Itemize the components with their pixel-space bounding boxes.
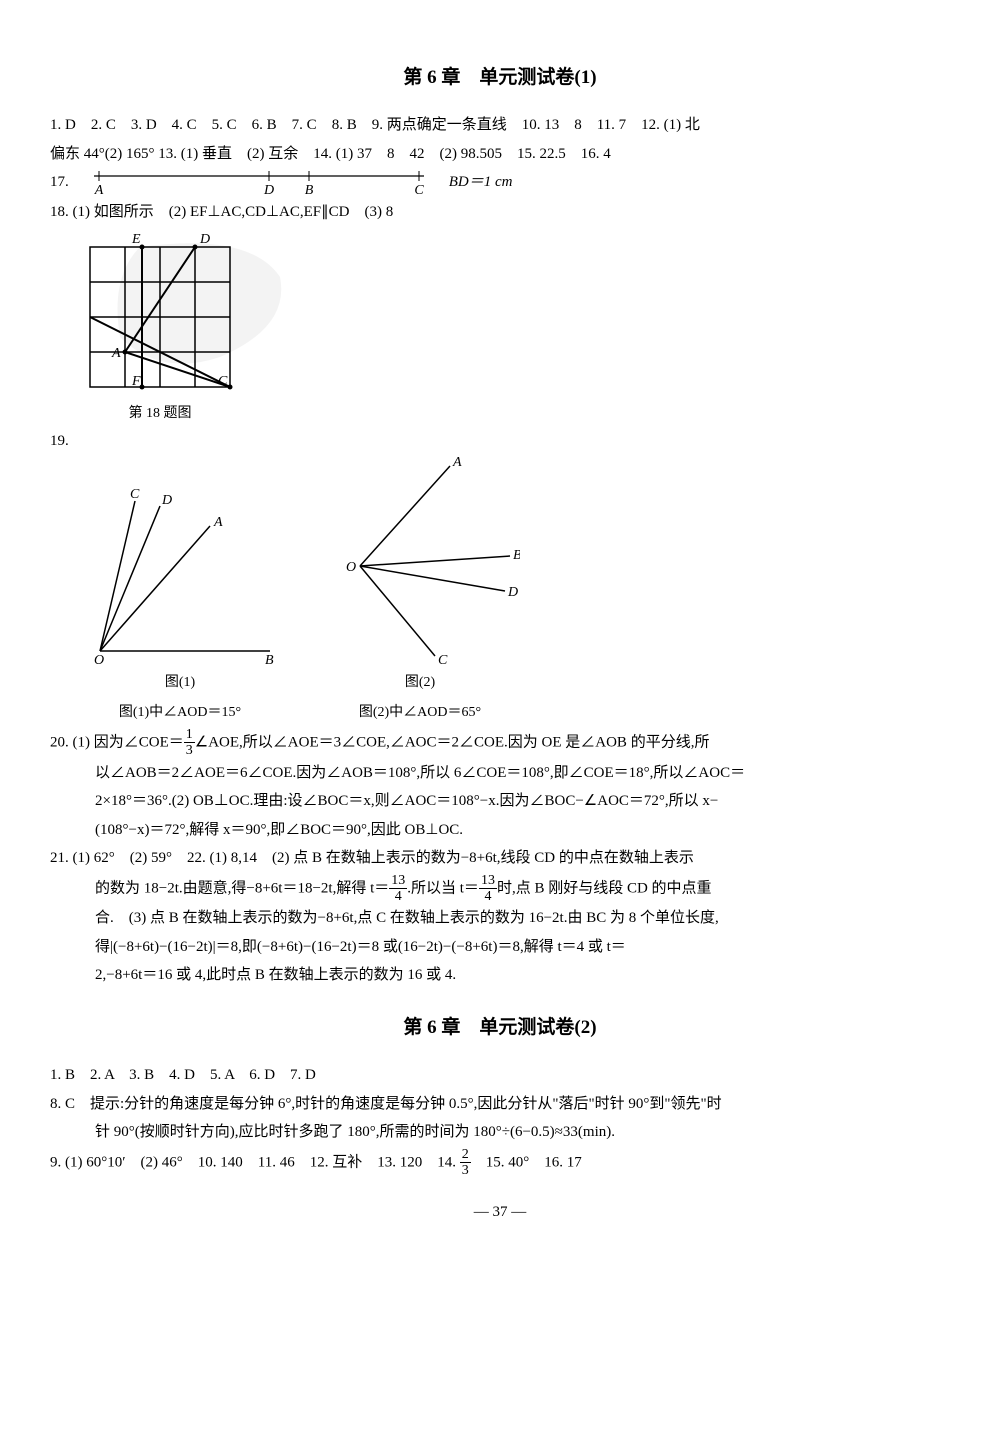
svg-text:C: C <box>130 487 140 502</box>
q18-figure: E D A F C 第 18 题图 <box>70 227 950 428</box>
svg-text:A: A <box>452 456 462 470</box>
q19-fig2-text: 图(2)中∠AOD＝65° <box>359 700 481 727</box>
q17: 17. A D B C BD＝1 cm <box>50 168 950 198</box>
q21-a: 21. (1) 62° (2) 59° 22. (1) 8,14 (2) 点 B… <box>50 844 950 873</box>
q19-figures: O B C D A 图(1) 图(1)中∠AOD＝15° O A B D C 图… <box>80 456 950 727</box>
s2-line1: 1. B 2. A 3. B 4. D 5. A 6. D 7. D <box>50 1061 950 1090</box>
q19-label: 19. <box>50 427 69 456</box>
q21-b: 的数为 18−2t.由题意,得−8+6t＝18−2t,解得 t＝134.所以当 … <box>50 873 950 905</box>
section2-title: 第 6 章 单元测试卷(2) <box>50 1010 950 1046</box>
svg-text:O: O <box>94 653 104 666</box>
q18-a: A <box>111 346 121 361</box>
s2-line4: 9. (1) 60°10′ (2) 46° 10. 140 11. 46 12.… <box>50 1147 950 1179</box>
page-number: — 37 — <box>50 1198 950 1227</box>
q20-e: (108°−x)＝72°,解得 x＝90°,即∠BOC＝90°,因此 OB⊥OC… <box>50 816 950 845</box>
svg-text:C: C <box>438 653 448 666</box>
q19-fig1-cap: 图(1) <box>165 670 195 697</box>
q18-caption: 第 18 题图 <box>70 401 250 428</box>
q17-label: 17. <box>50 168 69 197</box>
q19-fig2-cap: 图(2) <box>405 670 435 697</box>
s2-line2: 8. C 提示:分针的角速度是每分钟 6°,时针的角速度是每分钟 0.5°,因此… <box>50 1090 950 1119</box>
q21-d: 得|(−8+6t)−(16−2t)|＝8,即(−8+6t)−(16−2t)＝8 … <box>50 933 950 962</box>
svg-text:O: O <box>346 560 356 575</box>
q17-pt-d: D <box>263 183 274 198</box>
q21-c: 合. (3) 点 B 在数轴上表示的数为−8+6t,点 C 在数轴上表示的数为 … <box>50 904 950 933</box>
svg-text:D: D <box>507 585 518 600</box>
svg-text:A: A <box>213 515 223 530</box>
s1-line1: 1. D 2. C 3. D 4. C 5. C 6. B 7. C 8. B … <box>50 111 950 140</box>
q18-c: C <box>218 374 228 389</box>
q20-c: 以∠AOB＝2∠AOE＝6∠COE.因为∠AOB＝108°,所以 6∠COE＝1… <box>50 759 950 788</box>
svg-text:D: D <box>161 493 172 508</box>
q21-e: 2,−8+6t＝16 或 4,此时点 B 在数轴上表示的数为 16 或 4. <box>50 961 950 990</box>
q20-d: 2×18°＝36°.(2) OB⊥OC.理由:设∠BOC＝x,则∠AOC＝108… <box>50 787 950 816</box>
q19-fig1-text: 图(1)中∠AOD＝15° <box>119 700 241 727</box>
svg-text:B: B <box>265 653 274 666</box>
q17-pt-a: A <box>93 183 103 198</box>
q18-f: F <box>131 374 141 389</box>
q19-fig1: O B C D A <box>80 486 280 666</box>
q18-line: 18. (1) 如图所示 (2) EF⊥AC,CD⊥AC,EF∥CD (3) 8 <box>50 198 950 227</box>
q20-a: 20. (1) 因为∠COE＝13∠AOE,所以∠AOE＝3∠COE,∠AOC＝… <box>50 727 950 759</box>
q17-bd: BD＝1 cm <box>449 168 513 197</box>
s2-line3: 针 90°(按顺时针方向),应比时针多跑了 180°,所需的时间为 180°÷(… <box>50 1118 950 1147</box>
q17-numberline: A D B C <box>89 168 429 198</box>
svg-text:B: B <box>513 548 520 563</box>
q18-e: E <box>131 232 141 247</box>
section1-title: 第 6 章 单元测试卷(1) <box>50 60 950 96</box>
q17-pt-b: B <box>304 183 313 198</box>
q19-fig2: O A B D C <box>320 456 520 666</box>
s1-line2: 偏东 44°(2) 165° 13. (1) 垂直 (2) 互余 14. (1)… <box>50 140 950 169</box>
q18-d: D <box>199 232 210 247</box>
q17-pt-c: C <box>414 183 424 198</box>
